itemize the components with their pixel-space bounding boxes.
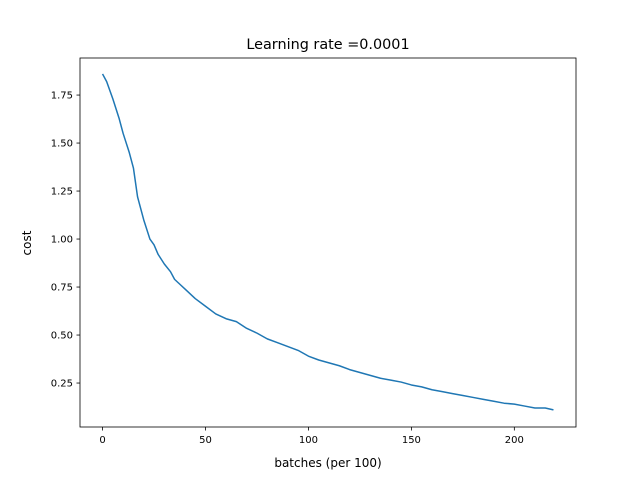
x-axis-label: batches (per 100)	[274, 456, 381, 470]
y-tick-label: 0.50	[51, 331, 73, 342]
y-tick-label: 0.25	[51, 379, 73, 390]
y-tick-label: 1.00	[51, 235, 73, 246]
x-tick-label: 200	[505, 435, 524, 446]
x-tick-label: 150	[402, 435, 421, 446]
y-axis-label: cost	[20, 230, 34, 255]
chart-title: Learning rate =0.0001	[246, 37, 409, 53]
y-tick-label: 0.75	[51, 283, 73, 294]
x-tick-label: 50	[199, 435, 212, 446]
line	[101, 73, 554, 411]
x-tick-label: 100	[299, 435, 318, 446]
y-tick-label: 1.50	[51, 139, 73, 150]
plot-frame	[79, 57, 577, 428]
y-tick-label: 1.25	[51, 187, 73, 198]
y-tick-label: 1.75	[51, 91, 73, 102]
x-tick-label: 0	[99, 435, 105, 446]
